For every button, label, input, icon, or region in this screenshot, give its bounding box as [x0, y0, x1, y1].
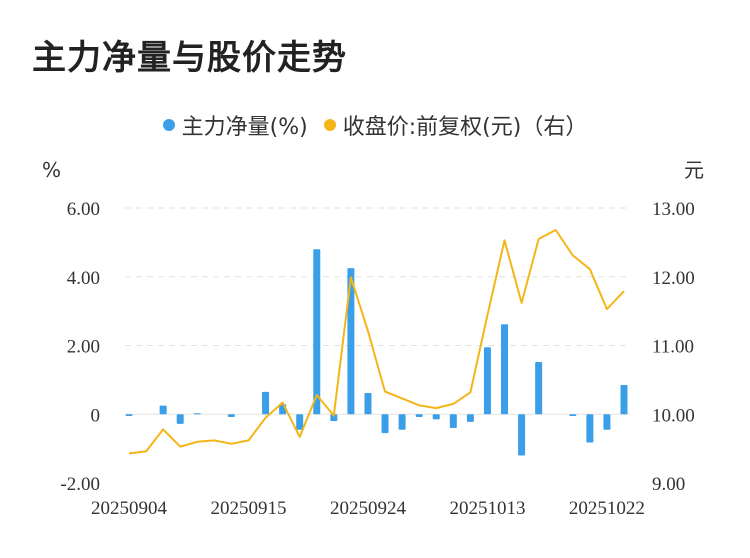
y-right-tick-label: 11.00 — [652, 337, 694, 358]
bar — [398, 414, 406, 430]
bar — [432, 414, 440, 420]
bar — [227, 414, 235, 417]
y-right-tick-label: 10.00 — [652, 405, 695, 426]
bar — [620, 385, 628, 415]
bar — [501, 324, 509, 415]
bar — [586, 414, 594, 443]
y-right-tick-label: 13.00 — [652, 199, 695, 220]
y-right-tick-label: 12.00 — [652, 268, 695, 289]
bar — [347, 268, 355, 415]
bar — [364, 392, 372, 415]
bar — [381, 414, 389, 434]
x-tick-label: 20250915 — [210, 498, 286, 519]
legend-dot-line-icon — [323, 119, 336, 131]
grid-layer — [125, 207, 630, 415]
legend-label-close-price: 收盘价:前复权(元)（右） — [342, 115, 588, 140]
y-left-tick-label: 4.00 — [67, 268, 100, 289]
bar — [159, 405, 167, 415]
y-right-tick-label: 9.00 — [652, 474, 685, 495]
x-tick-label: 20250924 — [330, 498, 407, 519]
bar-series — [125, 249, 628, 456]
legend-item-close-price[interactable]: 收盘价:前复权(元)（右） — [323, 109, 588, 141]
chart-title: 主力净量与股价走势 — [32, 38, 347, 78]
axis-layer: 6.00 4.00 2.00 0 -2.00 13.00 12.00 11.00 10.00 9.… — [42, 158, 704, 519]
y-left-tick-label: 6.00 — [67, 199, 100, 220]
bar — [125, 414, 133, 416]
bar — [193, 413, 201, 415]
bar — [313, 249, 321, 415]
y-right-unit: 元 — [684, 158, 704, 182]
legend: 主力净量(%) 收盘价:前复权(元)（右） — [0, 110, 750, 140]
legend-dot-bar-icon — [162, 119, 175, 131]
price-line — [128, 229, 625, 455]
bar — [296, 414, 304, 430]
bar — [262, 391, 270, 415]
x-tick-label: 20251022 — [569, 498, 645, 519]
bar — [603, 414, 611, 430]
bar — [449, 414, 457, 428]
bar — [415, 414, 423, 417]
bar — [483, 347, 491, 415]
legend-item-main-net[interactable]: 主力净量(%) — [162, 109, 308, 141]
y-left-tick-label: -2.00 — [60, 474, 100, 495]
bar — [466, 414, 474, 422]
bar — [330, 414, 338, 422]
y-left-tick-label: 2.00 — [67, 337, 100, 358]
bar — [535, 362, 543, 415]
x-tick-label: 20250904 — [91, 498, 168, 519]
bar — [518, 414, 526, 456]
line-series — [128, 229, 625, 455]
legend-label-main-net: 主力净量(%) — [181, 115, 308, 140]
bar — [176, 414, 184, 424]
y-left-unit: % — [42, 158, 61, 182]
y-left-tick-label: 0 — [91, 405, 101, 426]
x-tick-label: 20251013 — [449, 498, 525, 519]
bar — [569, 414, 577, 416]
